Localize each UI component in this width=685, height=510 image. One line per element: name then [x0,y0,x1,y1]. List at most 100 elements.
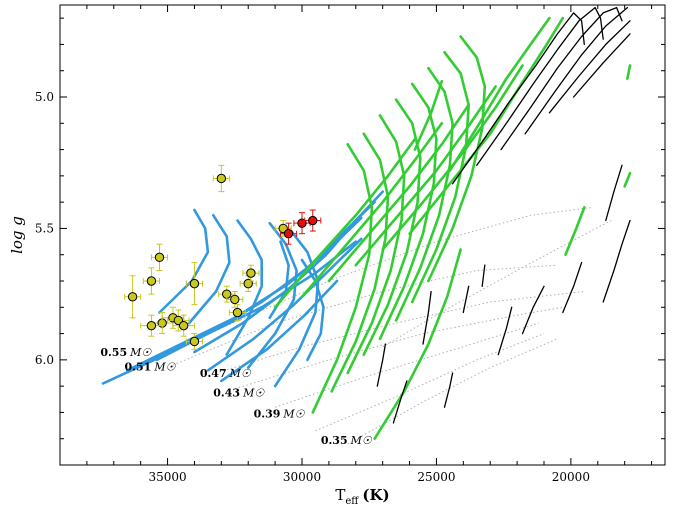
mass-label-value: 0.55 [100,346,127,359]
track-21 [273,137,417,309]
x-axis-label-unit: (K) [362,486,389,504]
point-marker [243,278,253,289]
point-marker [216,173,227,184]
mass-label-value: 0.43 [213,387,240,400]
axis-ticks [60,5,665,466]
mass-label-unit: M☉ [282,408,305,421]
track-14 [330,132,390,393]
track-28 [373,248,462,440]
point-marker [230,294,240,305]
point-0-14 [172,314,195,337]
track-44 [443,372,454,408]
mass-label-4: 0.39 M☉ [254,408,306,421]
track-23 [327,103,470,283]
point-marker [189,336,200,347]
x-axis-label: Teff (K) [335,486,389,507]
track-32 [626,64,632,80]
y-axis-label: log g [8,216,26,254]
track-26 [408,16,565,235]
track-33 [451,12,585,185]
point-0-11 [140,314,163,337]
point-marker [154,252,165,263]
track-3 [193,190,384,354]
mass-label-1: 0.51 M☉ [125,360,177,373]
x-tick-label: 35000 [148,470,186,484]
mass-label-unit: M☉ [229,367,252,380]
mass-label-value: 0.51 [125,360,152,373]
track-29 [413,79,444,151]
point-0-1 [150,243,169,271]
track-42 [521,285,545,335]
track-43 [497,306,513,356]
isochrone-4 [274,322,539,408]
y-tick-label: 5.5 [35,221,54,235]
track-46 [392,380,408,424]
point-marker [246,268,256,278]
track-30 [564,206,586,256]
track-22 [300,122,444,299]
point-marker [283,228,294,239]
x-axis-label-main: T [335,486,345,504]
evolution-tracks [101,6,632,440]
track-39 [605,164,623,222]
track-31 [623,171,632,188]
track-7 [273,229,320,388]
track-8 [225,219,263,356]
track-20 [427,35,487,283]
point-1-0 [279,222,298,245]
track-36 [524,6,629,135]
x-tick-label: 25000 [417,470,455,484]
mass-label-3: 0.43 M☉ [213,387,265,400]
track-40 [602,219,631,303]
data-points [124,164,322,350]
track-15 [346,114,406,375]
point-0-9 [242,264,260,282]
point-0-15 [185,333,204,350]
point-marker [146,320,157,331]
point-marker [146,276,157,286]
isochrone-6 [347,338,558,445]
point-marker [127,292,138,302]
track-17 [378,82,438,341]
track-27 [448,16,551,172]
point-marker [232,307,243,318]
point-0-8 [239,275,257,293]
point-1-1 [293,212,311,235]
track-13 [311,143,374,414]
x-axis-label-sub: eff [345,496,359,507]
y-tick-label: 6.0 [35,353,54,367]
point-marker [297,218,307,228]
point-0-6 [226,291,244,308]
point-marker [308,215,318,226]
isochrone-3 [234,306,563,390]
dotted-isochrones [126,206,612,445]
track-12 [268,240,290,320]
x-tick-label: 20000 [552,470,590,484]
x-tick-label: 30000 [283,470,321,484]
point-0-3 [124,275,142,319]
mass-label-0: 0.55 M☉ [100,346,152,359]
track-10 [158,208,210,314]
track-49 [462,285,470,314]
mass-label-value: 0.35 [321,434,348,447]
isochrone-7 [382,220,612,348]
axis-tick-labels: 35000 30000 25000 20000 5.0 5.5 6.0 [35,90,590,484]
mass-label-value: 0.39 [254,408,281,421]
mass-label-unit: M☉ [153,360,176,373]
point-1-2 [304,209,322,232]
point-0-2 [142,267,160,295]
point-marker [189,278,200,289]
track-35 [500,6,623,151]
track-16 [362,98,422,356]
mass-label-unit: M☉ [350,434,373,447]
track-25 [381,64,524,251]
track-18 [394,66,454,322]
y-tick-label: 5.0 [35,90,54,104]
mass-label-unit: M☉ [242,387,265,400]
plot-frame [59,4,666,466]
track-38 [572,33,631,98]
mass-label-unit: M☉ [129,346,152,359]
track-41 [562,261,583,314]
point-0-7 [228,304,247,321]
